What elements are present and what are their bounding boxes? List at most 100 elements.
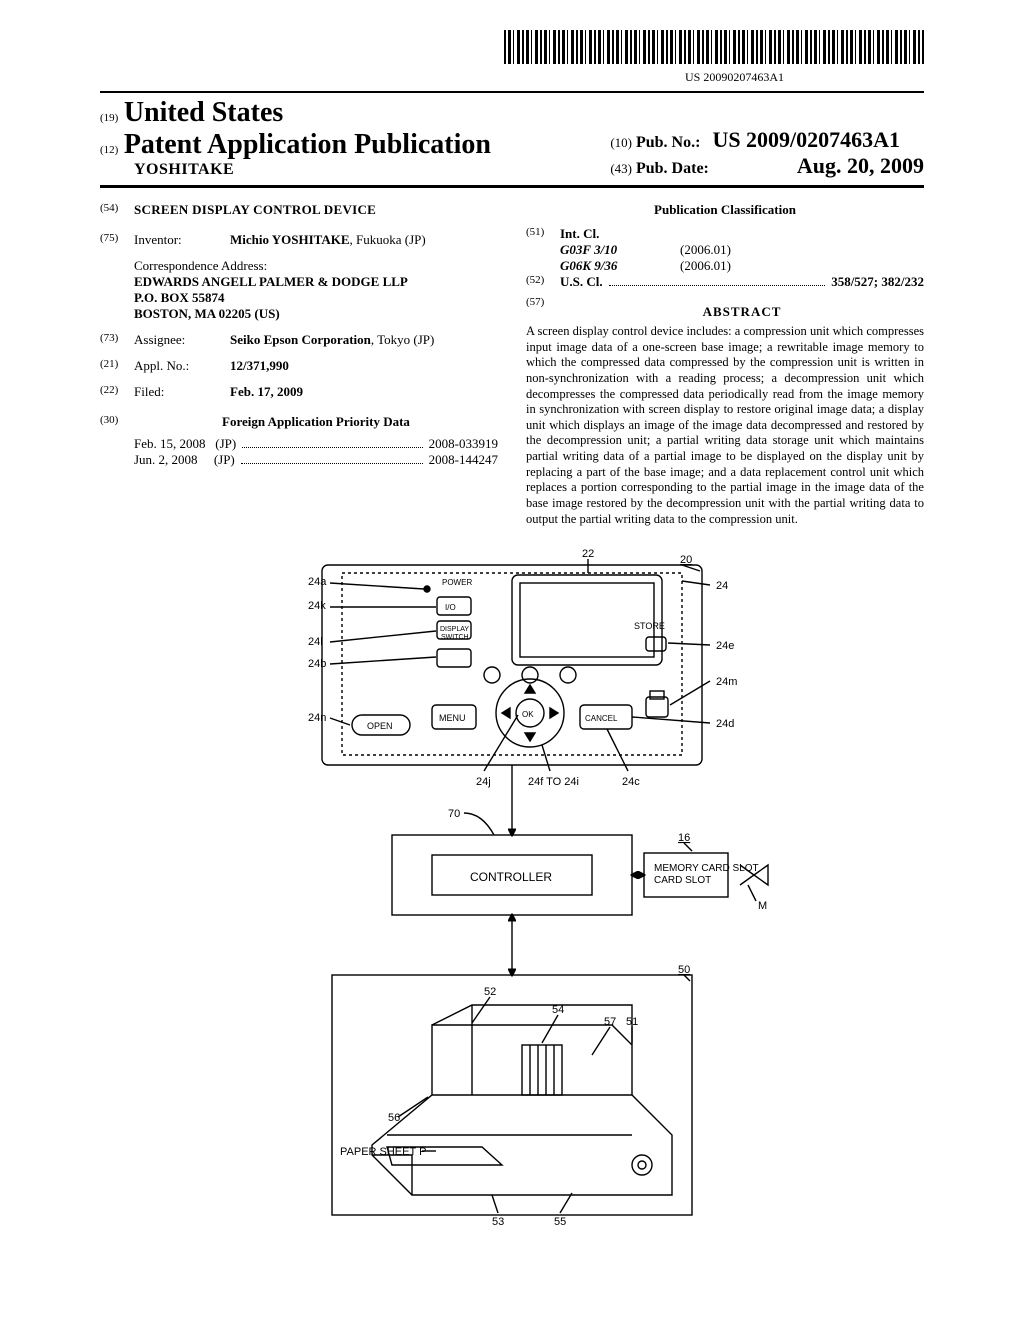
code-12: (12)	[100, 144, 118, 156]
code-75: (75)	[100, 232, 134, 248]
application-number: 12/371,990	[230, 358, 289, 373]
svg-text:OPEN: OPEN	[367, 721, 393, 731]
publication-date: Aug. 20, 2009	[797, 153, 924, 178]
publication-type: Patent Application Publication	[124, 129, 491, 160]
svg-text:24m: 24m	[716, 676, 737, 688]
svg-text:56: 56	[388, 1112, 400, 1124]
svg-text:53: 53	[492, 1216, 504, 1228]
priority-row: Jun. 2, 2008 (JP) 2008-144247	[134, 452, 498, 468]
code-21: (21)	[100, 358, 134, 374]
divider-thick	[100, 185, 924, 188]
inventor-name: Michio YOSHITAKE	[230, 232, 350, 247]
svg-text:CONTROLLER: CONTROLLER	[470, 870, 552, 884]
code-73: (73)	[100, 332, 134, 348]
svg-text:SWITCH: SWITCH	[441, 634, 469, 641]
svg-text:MEMORY CARD SLOT: MEMORY CARD SLOT	[654, 863, 759, 874]
code-30: (30)	[100, 414, 134, 430]
svg-text:PAPER SHEET P: PAPER SHEET P	[340, 1146, 426, 1158]
svg-text:20: 20	[680, 554, 692, 566]
svg-text:CARD SLOT: CARD SLOT	[654, 875, 711, 886]
svg-text:57: 57	[604, 1016, 616, 1028]
svg-text:POWER: POWER	[442, 578, 472, 587]
svg-text:51: 51	[626, 1016, 638, 1028]
applno-label: Appl. No.:	[134, 358, 230, 374]
svg-text:OK: OK	[522, 710, 534, 719]
correspondence-line2: P.O. BOX 55874	[134, 290, 498, 306]
pubno-label: Pub. No.:	[636, 134, 700, 151]
dots-leader	[609, 270, 826, 286]
svg-text:24d: 24d	[716, 718, 734, 730]
svg-text:24k: 24k	[308, 600, 326, 612]
header-right: (10) Pub. No.: US 2009/0207463A1 (43) Pu…	[610, 127, 924, 179]
barcode-number: US 20090207463A1	[100, 70, 784, 85]
patent-title: SCREEN DISPLAY CONTROL DEVICE	[134, 202, 376, 218]
filed-date: Feb. 17, 2009	[230, 384, 303, 399]
priority-number: 2008-033919	[429, 436, 498, 452]
uscl-value: 358/527; 382/232	[831, 274, 924, 289]
pubdate-label: Pub. Date:	[636, 160, 709, 177]
correspondence-label: Correspondence Address:	[134, 258, 498, 274]
applicant-name: YOSHITAKE	[134, 161, 491, 179]
dots-leader	[241, 448, 423, 464]
assignee-location: , Tokyo (JP)	[371, 332, 435, 347]
assignee-name: Seiko Epson Corporation	[230, 332, 371, 347]
patent-figure: POWER I/O DISPLAY SWITCH OPEN MENU OK CA…	[212, 545, 812, 1265]
inventor-location: , Fukuoka (JP)	[350, 232, 426, 247]
figure-area: POWER I/O DISPLAY SWITCH OPEN MENU OK CA…	[100, 545, 924, 1265]
svg-text:52: 52	[484, 986, 496, 998]
correspondence-address: Correspondence Address: EDWARDS ANGELL P…	[134, 258, 498, 322]
uscl-label: U.S. Cl.	[560, 274, 603, 289]
svg-text:MENU: MENU	[439, 713, 466, 723]
svg-text:I/O: I/O	[445, 603, 456, 612]
svg-text:16: 16	[678, 832, 690, 844]
code-10: (10)	[610, 135, 632, 150]
priority-date: Jun. 2, 2008	[134, 452, 198, 468]
code-51: (51)	[526, 226, 560, 242]
publication-number: US 2009/0207463A1	[712, 127, 900, 152]
priority-date: Feb. 15, 2008	[134, 436, 206, 452]
dots-leader	[242, 432, 422, 448]
correspondence-line3: BOSTON, MA 02205 (US)	[134, 306, 498, 322]
priority-country: (JP)	[214, 452, 235, 468]
header-left: (19) United States (12) Patent Applicati…	[100, 97, 491, 179]
svg-text:50: 50	[678, 964, 690, 976]
svg-text:24n: 24n	[308, 712, 326, 724]
foreign-priority-header: Foreign Application Priority Data	[134, 414, 498, 430]
barcode	[504, 30, 924, 64]
abstract-header: ABSTRACT	[560, 304, 924, 320]
code-43: (43)	[610, 161, 632, 176]
svg-text:CANCEL: CANCEL	[585, 714, 618, 723]
assignee-label: Assignee:	[134, 332, 230, 348]
svg-text:24b: 24b	[308, 658, 326, 670]
filed-label: Filed:	[134, 384, 230, 400]
abstract-text: A screen display control device includes…	[526, 324, 924, 527]
svg-text:70: 70	[448, 808, 460, 820]
svg-text:55: 55	[554, 1216, 566, 1228]
header: (19) United States (12) Patent Applicati…	[100, 93, 924, 185]
svg-text:24a: 24a	[308, 576, 327, 588]
columns: (54) SCREEN DISPLAY CONTROL DEVICE (75) …	[100, 202, 924, 527]
inventor-label: Inventor:	[134, 232, 230, 248]
intcl-edition: (2006.01)	[680, 242, 924, 258]
right-column: Publication Classification (51) Int. Cl.…	[526, 202, 924, 527]
svg-text:22: 22	[582, 548, 594, 560]
country: United States	[124, 97, 283, 128]
publication-classification-header: Publication Classification	[526, 202, 924, 218]
priority-country: (JP)	[215, 436, 236, 452]
svg-text:24e: 24e	[716, 640, 734, 652]
svg-text:54: 54	[552, 1004, 564, 1016]
svg-text:24l: 24l	[308, 636, 323, 648]
barcode-area: US 20090207463A1	[100, 30, 924, 85]
code-52: (52)	[526, 274, 560, 290]
svg-text:24c: 24c	[622, 776, 640, 788]
code-22: (22)	[100, 384, 134, 400]
priority-number: 2008-144247	[429, 452, 498, 468]
intcl-label: Int. Cl.	[560, 226, 599, 241]
svg-text:STORE: STORE	[634, 621, 665, 631]
code-54: (54)	[100, 202, 134, 218]
svg-text:24f TO 24i: 24f TO 24i	[528, 776, 579, 788]
svg-text:M: M	[758, 900, 767, 912]
svg-text:24j: 24j	[476, 776, 491, 788]
code-19: (19)	[100, 112, 118, 124]
correspondence-line1: EDWARDS ANGELL PALMER & DODGE LLP	[134, 274, 498, 290]
